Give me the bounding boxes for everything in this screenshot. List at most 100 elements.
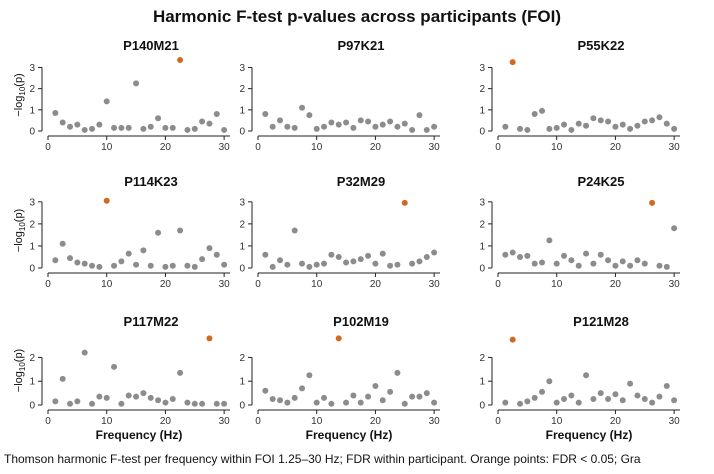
x-tick-label: 0 [255,279,261,290]
data-point [291,227,298,234]
data-point [184,262,191,269]
data-point [387,388,394,395]
data-point [328,251,335,258]
y-tick-label: 1 [29,241,35,252]
data-point [155,397,162,404]
data-point [103,98,110,105]
data-point [634,392,641,399]
data-point [568,257,575,264]
data-point [357,117,364,124]
data-point [140,125,147,132]
x-tick-label: 0 [45,416,51,427]
y-tick-label: 2 [479,84,485,95]
data-point [162,399,169,406]
data-point [162,263,169,270]
x-tick-label: 30 [429,279,441,290]
data-point [111,363,118,370]
data-point [641,396,648,403]
data-point [583,372,590,379]
data-point [277,117,284,124]
panel-title: P140M21 [123,38,179,53]
data-point [213,111,220,118]
data-point [67,123,74,130]
y-tick-label: 3 [239,63,245,74]
data-point [409,260,416,267]
panel-p121m28: P121M28 0 10 20 30 0 1 2 Frequency (Hz) [479,314,680,442]
data-point [299,385,306,392]
data-point [350,258,357,265]
significant-point [401,199,408,206]
x-tick-label: 10 [551,416,563,427]
data-point [169,396,176,403]
data-point [52,257,59,264]
data-point [561,121,568,128]
y-tick-label: 1 [239,377,245,388]
y-tick-label: 1 [479,105,485,116]
data-point [147,262,154,269]
data-point [517,400,524,407]
x-tick-label: 0 [45,142,51,153]
data-point [531,111,538,118]
data-point [583,250,590,257]
data-point [155,229,162,236]
panel-title: P121M28 [573,314,629,329]
data-point [199,400,206,407]
x-tick-label: 20 [370,416,382,427]
data-point [568,392,575,399]
significant-point [103,197,110,204]
data-point [177,227,184,234]
data-point [343,399,350,406]
data-point [299,260,306,267]
data-point [284,123,291,130]
x-tick-label: 20 [610,279,622,290]
data-point [517,125,524,132]
data-point [191,125,198,132]
data-point [524,252,531,259]
data-point [111,262,118,269]
data-point [313,125,320,132]
y-tick-label: 3 [239,197,245,208]
data-point [335,253,342,260]
data-point [291,394,298,401]
data-point [140,390,147,397]
data-point [262,251,269,258]
data-point [597,390,604,397]
data-point [125,124,132,131]
panel-p102m19: P102M19 0 10 20 30 0 1 2 Frequency (Hz) [239,314,440,442]
y-tick-label: 3 [29,63,35,74]
x-tick-label: 20 [610,142,622,153]
data-point [431,123,438,130]
data-point [671,125,678,132]
data-point [531,260,538,267]
data-point [89,125,96,132]
x-tick-label: 30 [669,142,681,153]
data-point [321,123,328,130]
data-point [213,400,220,407]
data-point [553,124,560,131]
y-tick-label: 0 [479,127,485,138]
x-tick-label: 30 [669,416,681,427]
data-point [575,262,582,269]
y-tick-label: 1 [29,105,35,116]
data-point [517,253,524,260]
y-tick-label: 2 [239,219,245,230]
data-point [59,119,66,126]
data-point [59,375,66,382]
data-point [74,121,81,128]
data-point [199,256,206,263]
data-point [401,120,408,127]
data-point [394,123,401,130]
data-point [612,123,619,130]
figure-caption: Thomson harmonic F-test per frequency wi… [4,452,641,466]
data-point [111,124,118,131]
significant-point [335,335,342,342]
y-tick-label: 3 [29,197,35,208]
data-point [394,369,401,376]
data-point [379,250,386,257]
data-point [387,262,394,269]
data-point [191,263,198,270]
data-point [656,262,663,269]
y-tick-label: 2 [479,219,485,230]
data-point [509,249,516,256]
data-point [379,121,386,128]
